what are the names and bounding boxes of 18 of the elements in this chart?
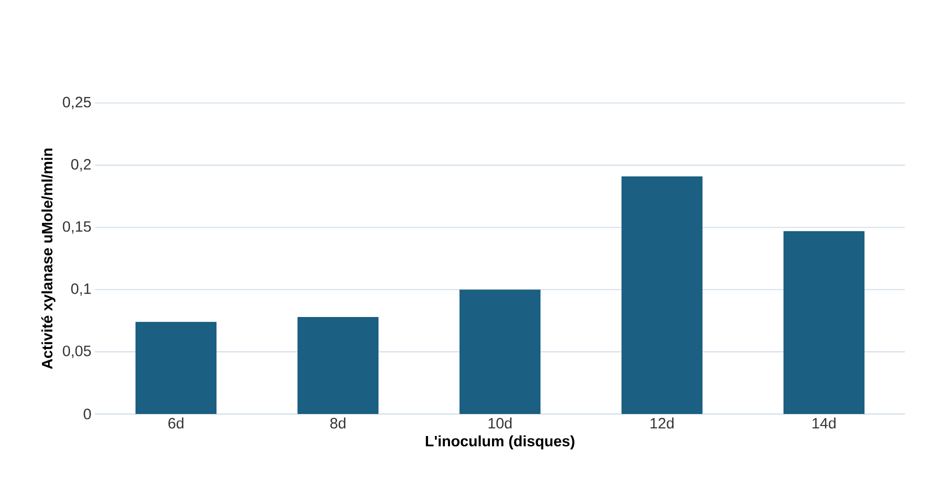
bar <box>622 176 702 414</box>
x-axis-title: L'inoculum (disques) <box>426 435 574 450</box>
bar <box>460 290 540 414</box>
x-tick-label: 12d <box>650 418 674 429</box>
x-tick-label: 8d <box>330 418 346 429</box>
y-tick-label: 0,2 <box>71 158 91 172</box>
y-tick-label: 0,1 <box>71 283 91 296</box>
bar <box>783 231 864 414</box>
x-tick-label: 14d <box>812 418 836 429</box>
bar <box>298 316 378 414</box>
y-axis-title: Activité xylanase uMole/ml/min <box>41 148 56 369</box>
y-tick-label: 0,15 <box>62 221 91 234</box>
x-tick-label: 10d <box>488 418 512 429</box>
bar <box>136 322 217 414</box>
y-tick-label: 0,05 <box>62 346 91 358</box>
y-tick-label: 0,25 <box>62 96 91 110</box>
y-tick-label: 0 <box>84 408 91 420</box>
x-tick-label: 6d <box>168 418 184 429</box>
